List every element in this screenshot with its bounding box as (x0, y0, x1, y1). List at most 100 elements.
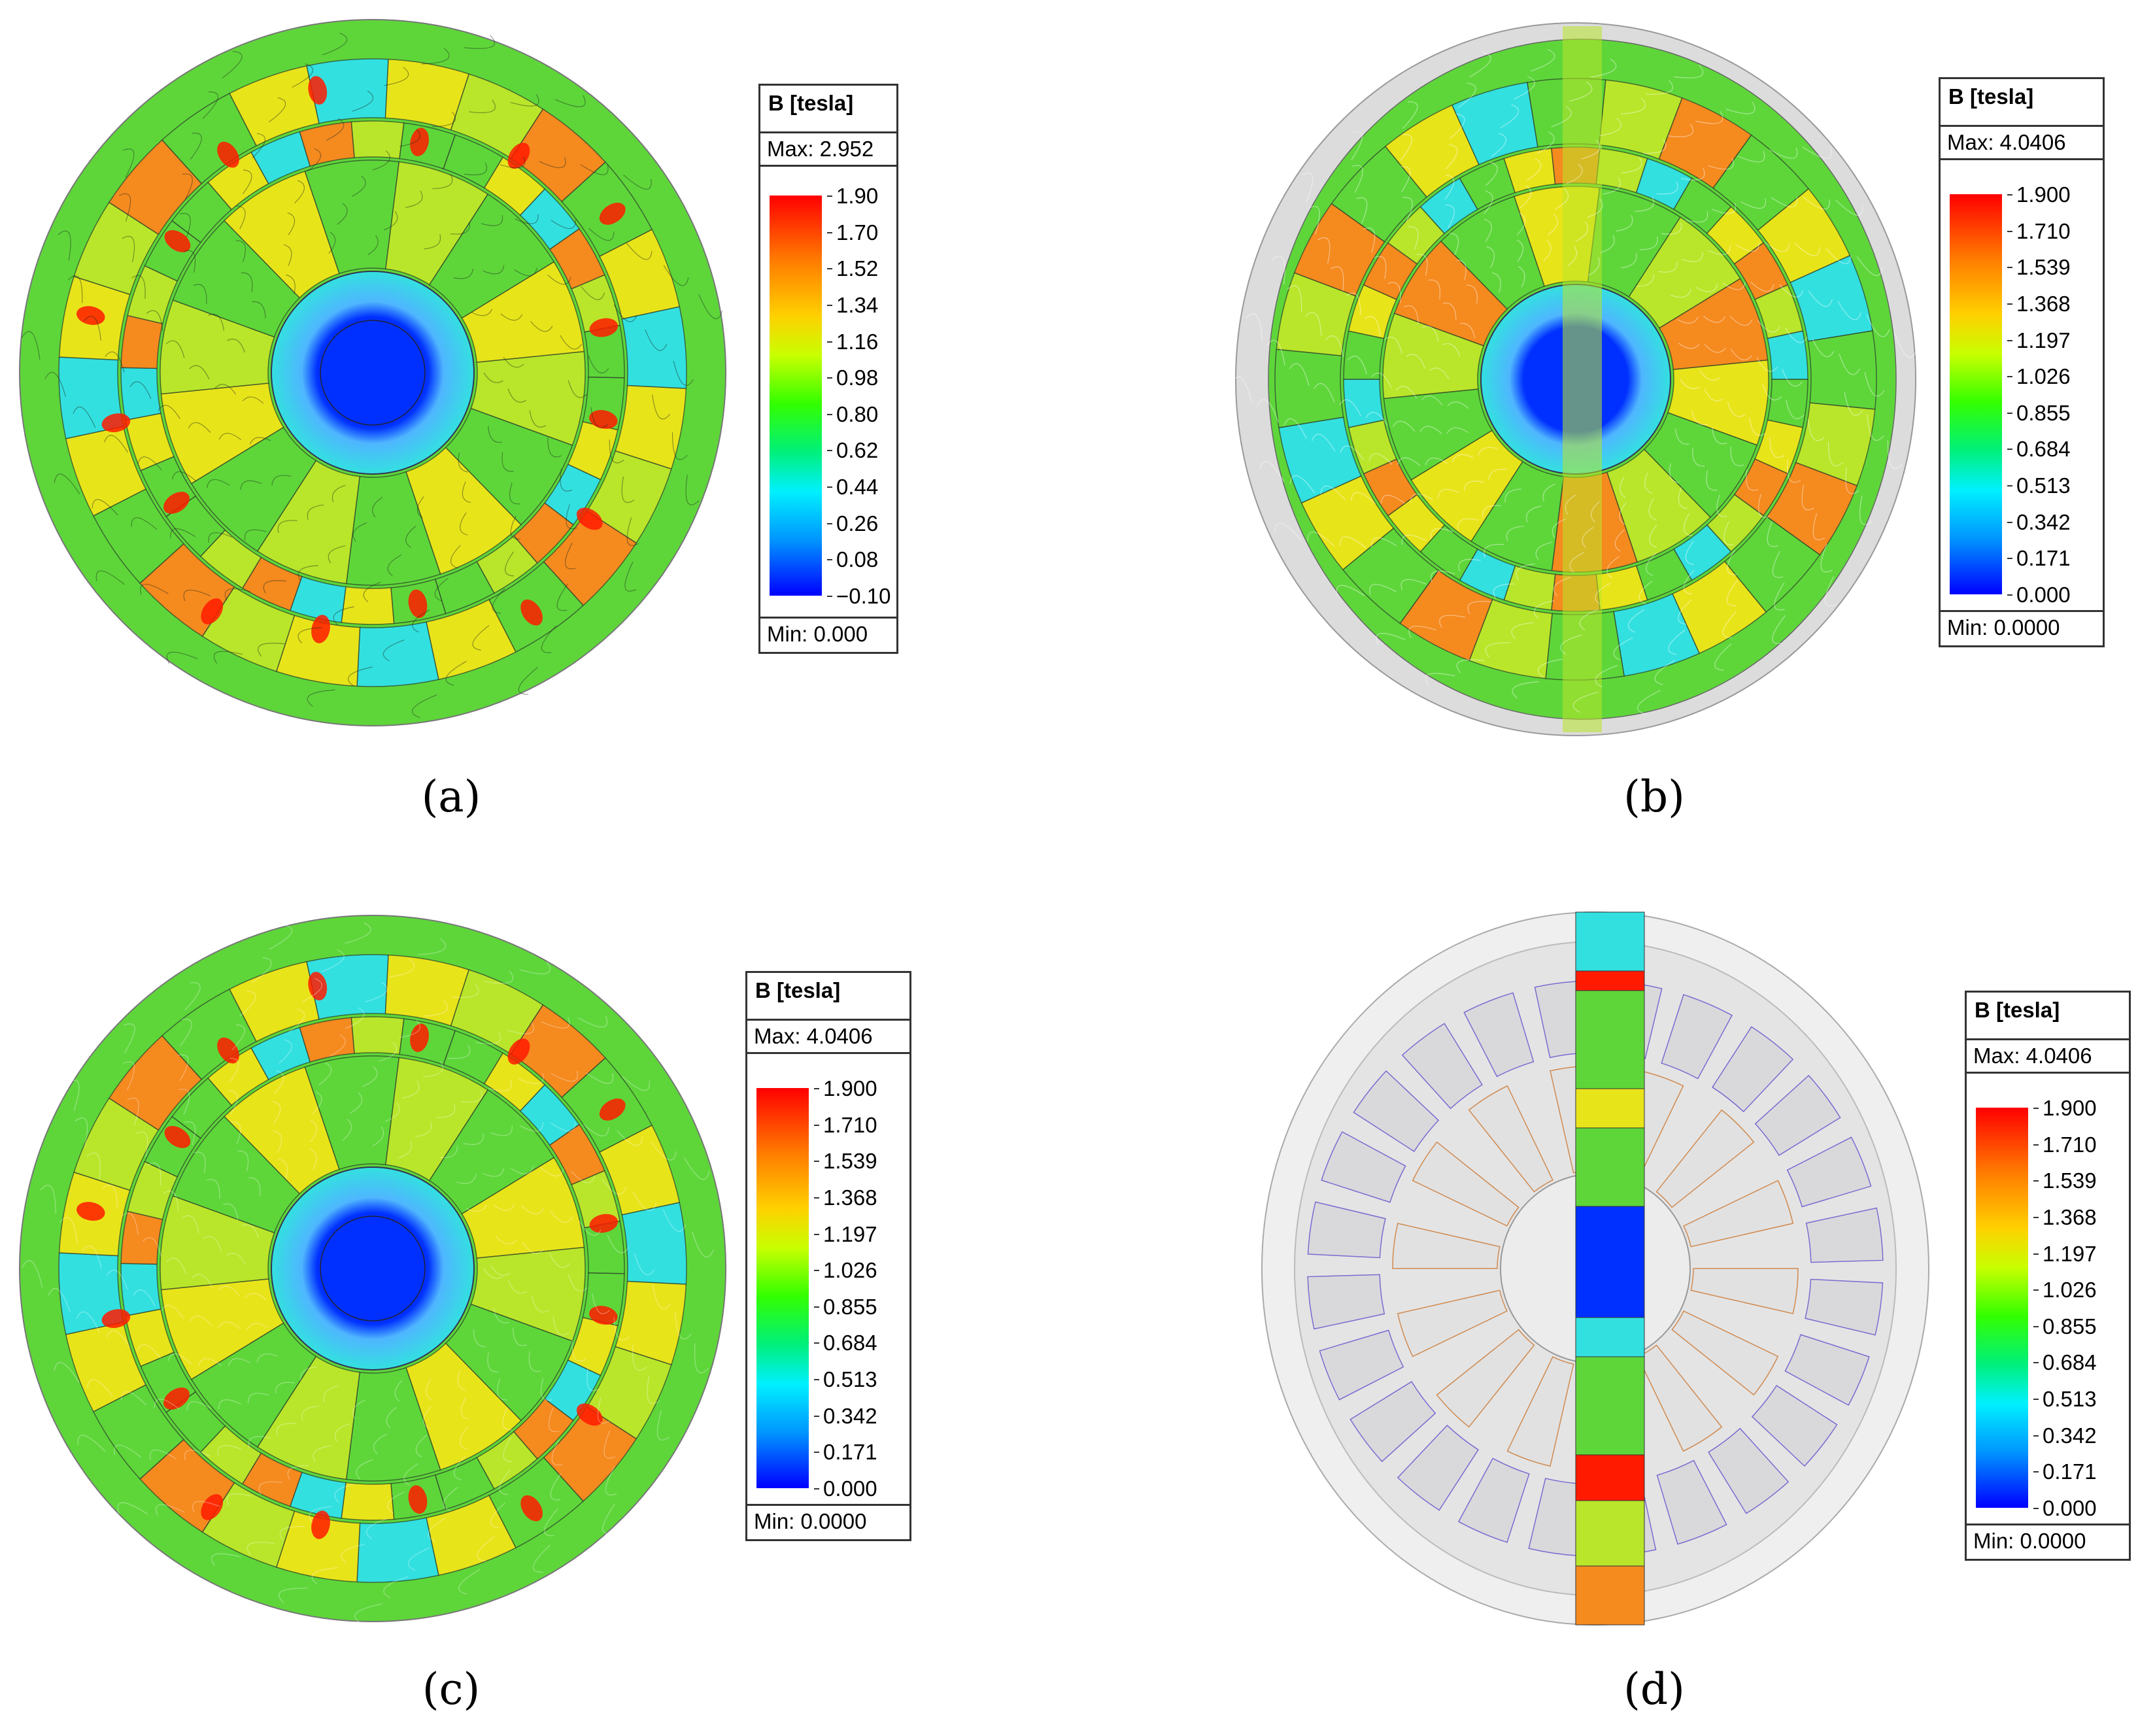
flux-line (484, 970, 513, 984)
slice-segment (1575, 1356, 1645, 1455)
flux-line (403, 1463, 418, 1486)
flux-line (1656, 181, 1678, 195)
legend-max: Max: 2.952 (760, 131, 896, 167)
flux-line (386, 1406, 398, 1429)
flux-line (564, 543, 576, 570)
flux-line (279, 1039, 292, 1064)
flux-line (1428, 279, 1441, 299)
legend-tick-mark (814, 1379, 819, 1381)
flux-line (694, 1343, 709, 1374)
legend-tick-mark (827, 596, 832, 597)
flux-line (1410, 494, 1433, 503)
saturation-spot (520, 1495, 543, 1522)
flux-line (1449, 233, 1459, 256)
flux-line (352, 1399, 365, 1420)
legend-title: B [tesla] (1948, 84, 2034, 109)
flux-line (244, 529, 267, 541)
flux-line (1782, 369, 1803, 387)
flux-line (1320, 485, 1346, 501)
flux-line (509, 482, 520, 505)
flux-line (95, 570, 125, 585)
flux-line (1582, 526, 1594, 548)
flux-line (412, 609, 430, 633)
flux-line (1801, 485, 1814, 511)
legend-tick-mark (2007, 412, 2012, 414)
flux-line (1313, 383, 1335, 403)
flux-line (142, 1237, 162, 1257)
legend-tick-label: 0.342 (2043, 1423, 2097, 1448)
flux-line (242, 169, 252, 194)
flux-line (1425, 457, 1448, 466)
flux-line (1493, 583, 1515, 599)
flux-line (1421, 326, 1439, 342)
flux-line (277, 520, 297, 534)
flux-line (453, 268, 473, 279)
legend-tick-mark (827, 341, 832, 343)
flux-line (228, 1358, 251, 1367)
flux-line (44, 371, 67, 398)
magnet-outline (1708, 1427, 1790, 1514)
flux-line (1506, 526, 1524, 541)
panel-b: B [tesla] Max: 4.0406 Min: 0.0000 1.900 1… (1069, 0, 2138, 850)
flux-line (186, 1401, 211, 1411)
flux-line (1648, 498, 1657, 520)
flux-line (1526, 158, 1542, 181)
legend-tick-label: −0.10 (836, 584, 891, 608)
legend-tick-mark (2007, 594, 2012, 596)
flux-line (684, 1157, 710, 1180)
flux-line (307, 148, 322, 172)
flux-line (568, 380, 588, 398)
flux-line (1402, 101, 1418, 129)
legend-tick-label: 0.513 (823, 1367, 877, 1392)
flux-line (1408, 226, 1419, 250)
modulator-segment (341, 1482, 395, 1521)
flux-line (552, 1316, 569, 1335)
flux-line (1619, 502, 1627, 525)
flux-line (1644, 473, 1653, 494)
flux-line (483, 1268, 503, 1279)
legend-tick-mark (2007, 267, 2012, 269)
flux-line (170, 528, 195, 539)
flux-line (1530, 49, 1555, 72)
flux-line (1421, 395, 1443, 406)
flux-line (235, 240, 246, 262)
flux-line (1580, 140, 1601, 160)
flux-line (178, 1089, 190, 1115)
modulator-segment (350, 120, 405, 160)
flux-line (76, 1311, 100, 1333)
flux-line (248, 1436, 271, 1448)
flux-line (248, 1177, 261, 1197)
legend-b: B [tesla] Max: 4.0406 Min: 0.0000 1.900 1… (1939, 77, 2105, 647)
flux-line (554, 95, 586, 107)
rotor-pole-outline (1397, 1289, 1508, 1357)
flux-line (1351, 131, 1363, 161)
flux-line (163, 1191, 179, 1212)
flux-line (1756, 357, 1778, 372)
flux-line (1616, 214, 1633, 232)
saturation-spot (599, 1098, 626, 1121)
flux-line (67, 1080, 80, 1112)
flux-line (632, 1191, 657, 1211)
flux-line (560, 335, 583, 350)
flux-line (507, 1022, 534, 1034)
flux-line (384, 67, 409, 86)
field-plot-a (19, 19, 726, 726)
flux-line (1746, 469, 1759, 491)
rotor-pole-outline (1683, 1180, 1794, 1248)
flux-line (685, 475, 700, 505)
legend-tick-label: 0.000 (2016, 583, 2071, 607)
legend-min: Min: 0.0000 (1941, 610, 2103, 645)
flux-line (1699, 369, 1720, 381)
flux-line (1595, 583, 1611, 605)
flux-line (122, 235, 135, 262)
flux-line (1457, 518, 1479, 530)
flux-line (287, 1465, 309, 1480)
flux-line (405, 525, 416, 548)
flux-line (463, 1134, 484, 1145)
flux-line (1542, 483, 1555, 502)
flux-line (1825, 247, 1852, 264)
flux-line (1767, 521, 1778, 547)
flux-line (568, 1274, 588, 1292)
flux-line (366, 1518, 388, 1539)
flux-line (1534, 600, 1555, 619)
